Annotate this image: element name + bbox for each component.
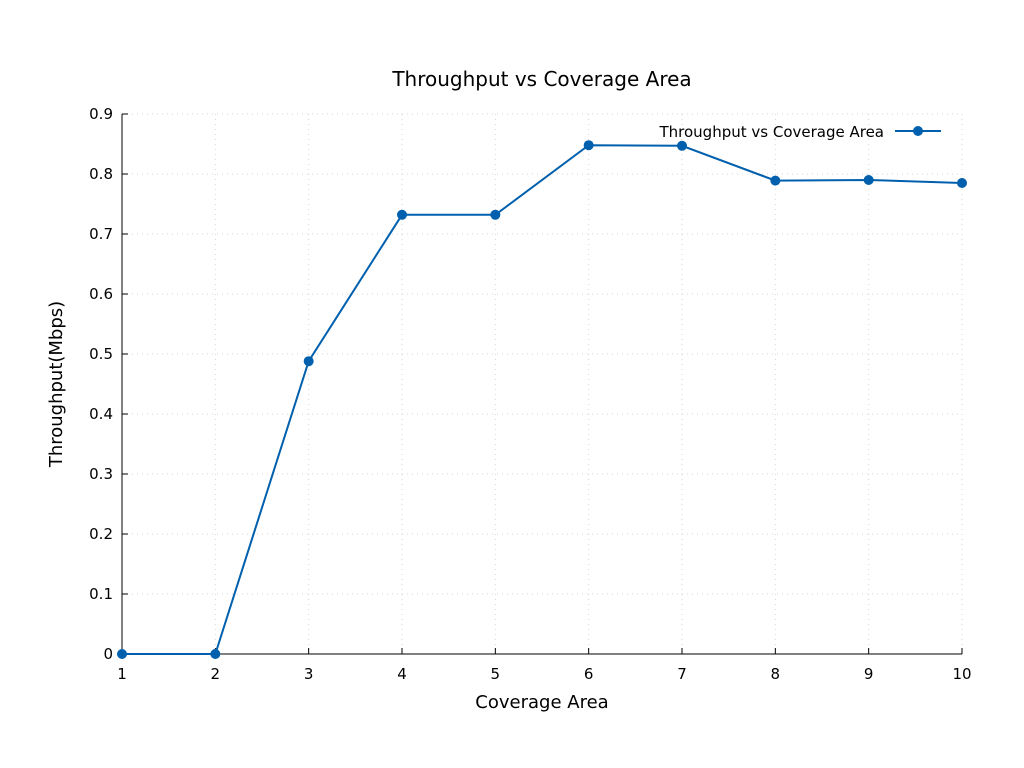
x-tick-labels: 1 2 3 4 5 6 7 8 9 10 (117, 665, 971, 683)
y-tick-label: 0.3 (89, 465, 113, 483)
x-tick-label: 4 (397, 665, 407, 683)
x-tick-label: 5 (491, 665, 501, 683)
tick-marks (121, 113, 963, 655)
y-tick-label: 0.2 (89, 525, 113, 543)
data-point (397, 209, 407, 220)
x-tick-label: 8 (771, 665, 781, 683)
y-tick-label: 0.9 (89, 105, 113, 123)
legend-label: Throughput vs Coverage Area (658, 123, 884, 141)
x-tick-label: 7 (677, 665, 687, 683)
data-point (957, 178, 967, 188)
data-point (863, 175, 874, 185)
chart-title: Throughput vs Coverage Area (391, 67, 691, 91)
y-axis-title: Throughput(Mbps) (46, 301, 67, 468)
grid-lines (122, 113, 963, 654)
x-axis-title: Coverage Area (475, 692, 608, 713)
data-point (490, 209, 501, 220)
y-tick-label: 0.1 (89, 585, 113, 603)
axes (121, 114, 962, 655)
series-layer (117, 140, 967, 659)
x-tick-label: 10 (952, 665, 971, 683)
y-tick-labels: 0 0.1 0.2 0.3 0.4 0.5 0.6 0.7 0.8 0.9 (89, 105, 113, 663)
data-point (770, 175, 781, 186)
legend: Throughput vs Coverage Area (658, 123, 941, 141)
data-point (210, 649, 221, 659)
data-point (583, 140, 594, 151)
y-tick-label: 0.7 (89, 225, 113, 243)
x-tick-label: 6 (584, 665, 594, 683)
x-tick-label: 2 (211, 665, 221, 683)
y-tick-label: 0.5 (89, 345, 113, 363)
data-point (303, 356, 314, 367)
x-tick-label: 1 (117, 665, 127, 683)
y-tick-label: 0.8 (89, 165, 113, 183)
series-line (122, 144, 963, 655)
y-tick-label: 0 (103, 645, 113, 663)
y-tick-label: 0.6 (89, 285, 113, 303)
x-tick-label: 3 (304, 665, 314, 683)
data-point (117, 649, 127, 659)
legend-marker (913, 126, 923, 136)
x-tick-label: 9 (864, 665, 874, 683)
y-tick-label: 0.4 (89, 405, 113, 423)
data-point (677, 140, 687, 151)
